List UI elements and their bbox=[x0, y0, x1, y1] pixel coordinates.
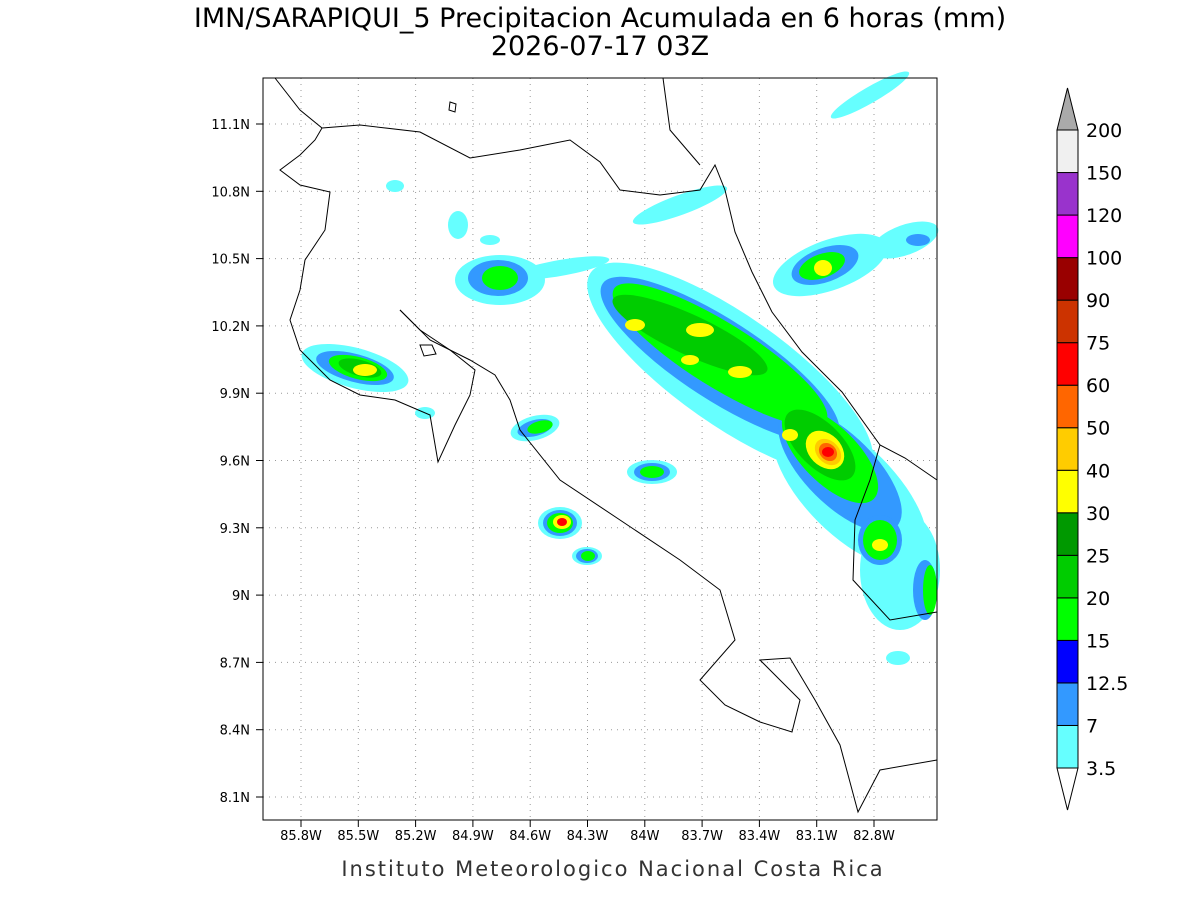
colorbar-label: 90 bbox=[1086, 290, 1110, 312]
map-frame bbox=[262, 77, 938, 821]
lon-tick-label: 84W bbox=[630, 829, 660, 844]
colorbar-arrow bbox=[1056, 767, 1079, 811]
colorbar-label: 3.5 bbox=[1086, 758, 1116, 780]
colorbar-label: 200 bbox=[1086, 120, 1122, 142]
colorbar-box bbox=[1056, 554, 1079, 599]
colorbar-label: 50 bbox=[1086, 418, 1110, 440]
colorbar-label: 15 bbox=[1086, 630, 1110, 652]
colorbar-label: 25 bbox=[1086, 545, 1110, 567]
title: IMN/SARAPIQUI_5 Precipitacion Acumulada … bbox=[194, 3, 1006, 34]
lat-tick-label: 8.1N bbox=[220, 791, 250, 806]
colorbar-box bbox=[1056, 597, 1079, 641]
lat-tick-label: 9N bbox=[232, 589, 250, 604]
colorbar-arrow bbox=[1056, 87, 1079, 131]
lat-tick-label: 10.2N bbox=[211, 320, 250, 335]
colorbar-box bbox=[1056, 427, 1079, 471]
colorbar-label: 150 bbox=[1086, 163, 1122, 185]
colorbar-box bbox=[1056, 512, 1079, 556]
colorbar: 3.5 7 12.5 15 20 25 30 40 50 60 75 90 100 120 150 200 bbox=[1056, 87, 1128, 811]
colorbar-box bbox=[1056, 384, 1079, 429]
lon-tick-label: 83.1W bbox=[796, 829, 838, 844]
lat-tick-label: 10.5N bbox=[211, 253, 250, 268]
colorbar-box bbox=[1056, 299, 1079, 344]
colorbar-box bbox=[1056, 469, 1079, 514]
lon-tick-label: 85.2W bbox=[395, 829, 437, 844]
lon-tick-label: 84.6W bbox=[509, 829, 551, 844]
colorbar-box bbox=[1056, 257, 1079, 301]
colorbar-label: 7 bbox=[1086, 715, 1098, 737]
colorbar-label: 40 bbox=[1086, 460, 1110, 482]
subtitle: 2026-07-17 03Z bbox=[491, 31, 709, 62]
lat-tick-label: 9.3N bbox=[220, 522, 250, 537]
lat-tick-label: 8.7N bbox=[220, 656, 250, 671]
colorbar-label: 60 bbox=[1086, 375, 1110, 397]
lon-tick-label: 84.3W bbox=[567, 829, 609, 844]
lon-tick-label: 84.9W bbox=[452, 829, 494, 844]
lat-tick-label: 9.6N bbox=[220, 455, 250, 470]
lat-tick-label: 10.8N bbox=[211, 185, 250, 200]
grid bbox=[263, 78, 937, 820]
lat-tick-label: 9.9N bbox=[220, 387, 250, 402]
lon-tick-label: 83.4W bbox=[738, 829, 780, 844]
lat-tick-label: 8.4N bbox=[220, 724, 250, 739]
lon-tick-label: 85.8W bbox=[280, 829, 322, 844]
colorbar-box bbox=[1056, 724, 1079, 769]
colorbar-box bbox=[1056, 639, 1079, 684]
precipitation bbox=[301, 71, 940, 665]
colorbar-label: 120 bbox=[1086, 205, 1122, 227]
colorbar-box bbox=[1056, 342, 1079, 386]
coastlines bbox=[274, 77, 938, 814]
lon-tick-label: 82.8W bbox=[853, 829, 895, 844]
lon-tick-label: 83.7W bbox=[681, 829, 723, 844]
footer: Instituto Meteorologico Nacional Costa R… bbox=[341, 857, 884, 881]
colorbar-box bbox=[1056, 214, 1079, 259]
colorbar-box bbox=[1056, 129, 1079, 174]
colorbar-box bbox=[1056, 172, 1079, 216]
colorbar-label: 100 bbox=[1086, 248, 1122, 270]
colorbar-label: 20 bbox=[1086, 588, 1110, 610]
colorbar-label: 75 bbox=[1086, 333, 1110, 355]
lat-tick-label: 11.1N bbox=[211, 118, 250, 133]
colorbar-label: 30 bbox=[1086, 503, 1110, 525]
colorbar-label: 12.5 bbox=[1086, 673, 1128, 695]
lon-tick-label: 85.5W bbox=[337, 829, 379, 844]
colorbar-box bbox=[1056, 682, 1079, 726]
